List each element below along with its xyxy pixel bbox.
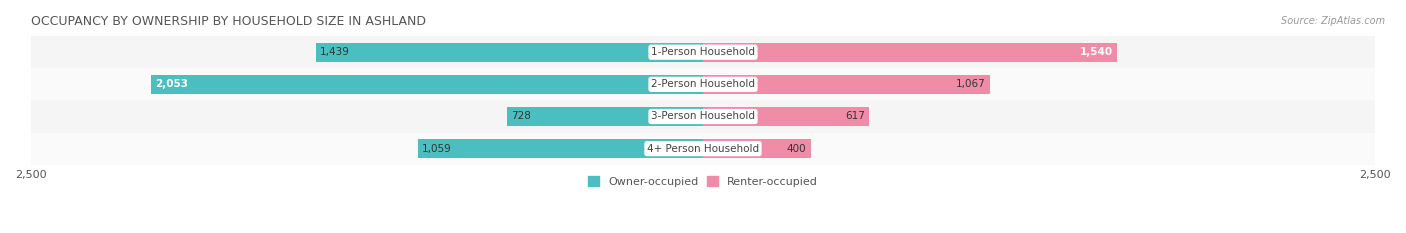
Text: 4+ Person Household: 4+ Person Household	[647, 144, 759, 154]
Text: 2,053: 2,053	[155, 79, 188, 89]
Bar	[703, 75, 990, 94]
Text: OCCUPANCY BY OWNERSHIP BY HOUSEHOLD SIZE IN ASHLAND: OCCUPANCY BY OWNERSHIP BY HOUSEHOLD SIZE…	[31, 15, 426, 28]
Text: 1,059: 1,059	[422, 144, 453, 154]
Bar	[316, 43, 703, 62]
Bar	[703, 139, 810, 158]
Text: 1-Person Household: 1-Person Household	[651, 47, 755, 57]
Legend: Owner-occupied, Renter-occupied: Owner-occupied, Renter-occupied	[583, 172, 823, 191]
Text: 728: 728	[512, 112, 531, 121]
Text: Source: ZipAtlas.com: Source: ZipAtlas.com	[1281, 16, 1385, 26]
Text: 1,540: 1,540	[1080, 47, 1114, 57]
Bar	[703, 107, 869, 126]
Text: 1,067: 1,067	[956, 79, 986, 89]
Bar	[150, 75, 703, 94]
Text: 617: 617	[845, 112, 865, 121]
Bar	[31, 36, 1375, 68]
Text: 2-Person Household: 2-Person Household	[651, 79, 755, 89]
Text: 1,439: 1,439	[321, 47, 350, 57]
Bar	[418, 139, 703, 158]
Bar	[31, 100, 1375, 133]
Text: 3-Person Household: 3-Person Household	[651, 112, 755, 121]
Bar	[508, 107, 703, 126]
Bar	[703, 43, 1118, 62]
Bar	[31, 133, 1375, 165]
Bar	[31, 68, 1375, 100]
Text: 400: 400	[787, 144, 807, 154]
